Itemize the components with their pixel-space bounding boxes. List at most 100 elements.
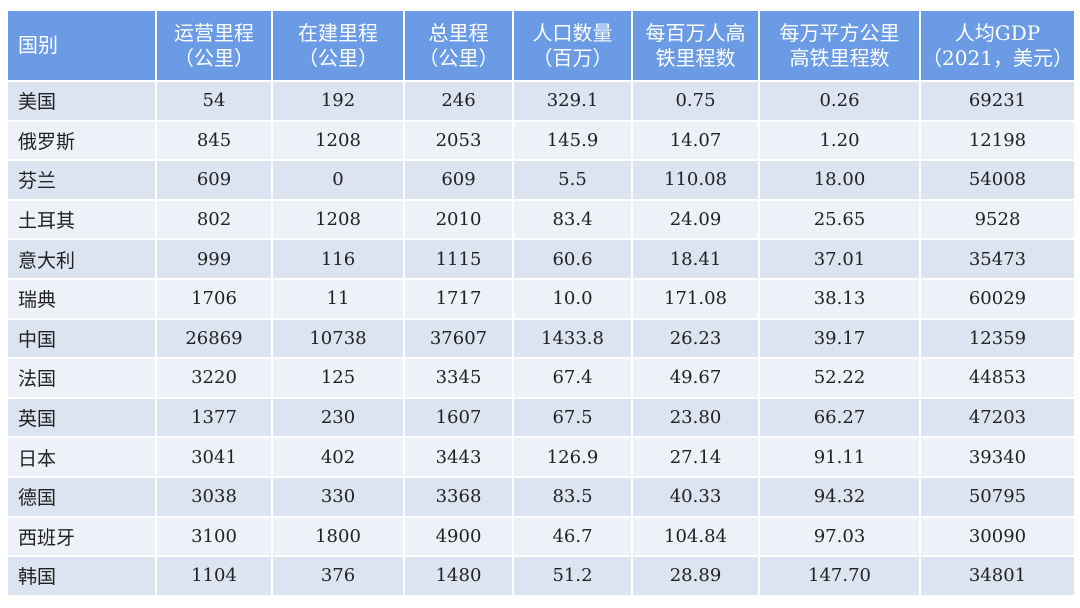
header-label-line: 铁里程数 — [655, 45, 736, 70]
header-label-line: 每百万人高 — [645, 20, 746, 45]
cell-under-construction-mileage: 10738 — [273, 319, 403, 358]
header-label-line: 国别 — [18, 33, 58, 57]
cell-operating-mileage: 3100 — [157, 517, 271, 556]
header-under-construction-mileage: 在建里程 （公里） — [273, 11, 403, 80]
cell-population: 51.2 — [514, 557, 631, 595]
table-row: 英国 1377 230 1607 67.5 23.80 66.27 47203 — [8, 398, 1074, 437]
cell-total-mileage: 2010 — [405, 200, 512, 239]
header-label-line: 高铁里程数 — [789, 45, 890, 70]
cell-gdp-per-capita: 54008 — [921, 161, 1074, 199]
header-label-line: 人均GDP — [954, 20, 1041, 45]
header-row: 国别 运营里程 （公里） 在建里程 （公里） 总里程 （公里） 人口数量 （百万） 每百万人高 铁里… — [8, 11, 1074, 80]
cell-per-10k-sq-km: 18.00 — [760, 161, 919, 199]
cell-operating-mileage: 1377 — [157, 398, 271, 437]
cell-total-mileage: 1480 — [405, 557, 512, 595]
cell-country: 法国 — [8, 359, 155, 397]
cell-gdp-per-capita: 35473 — [921, 240, 1074, 278]
table-row: 美国 54 192 246 329.1 0.75 0.26 69231 — [8, 82, 1074, 120]
header-label-line: 每万平方公里 — [779, 20, 900, 45]
cell-per-million-people: 27.14 — [633, 438, 758, 476]
cell-total-mileage: 1717 — [405, 279, 512, 318]
cell-population: 83.4 — [514, 200, 631, 239]
high-speed-rail-table: 国别 运营里程 （公里） 在建里程 （公里） 总里程 （公里） 人口数量 （百万） 每百万人高 铁里… — [6, 9, 1076, 597]
cell-per-10k-sq-km: 38.13 — [760, 279, 919, 318]
table-row: 法国 3220 125 3345 67.4 49.67 52.22 44853 — [8, 359, 1074, 397]
cell-per-10k-sq-km: 147.70 — [760, 557, 919, 595]
cell-country: 美国 — [8, 82, 155, 120]
cell-gdp-per-capita: 69231 — [921, 82, 1074, 120]
header-per-10k-sq-km: 每万平方公里 高铁里程数 — [760, 11, 919, 80]
cell-population: 126.9 — [514, 438, 631, 476]
table-row: 德国 3038 330 3368 83.5 40.33 94.32 50795 — [8, 477, 1074, 516]
table-row: 中国 26869 10738 37607 1433.8 26.23 39.17 12359 — [8, 319, 1074, 358]
cell-per-10k-sq-km: 39.17 — [760, 319, 919, 358]
header-total-mileage: 总里程 （公里） — [405, 11, 512, 80]
cell-per-million-people: 0.75 — [633, 82, 758, 120]
cell-under-construction-mileage: 0 — [273, 161, 403, 199]
cell-per-million-people: 110.08 — [633, 161, 758, 199]
cell-operating-mileage: 54 — [157, 82, 271, 120]
cell-under-construction-mileage: 1800 — [273, 517, 403, 556]
cell-under-construction-mileage: 11 — [273, 279, 403, 318]
cell-per-10k-sq-km: 25.65 — [760, 200, 919, 239]
table-row: 意大利 999 116 1115 60.6 18.41 37.01 35473 — [8, 240, 1074, 278]
cell-gdp-per-capita: 12359 — [921, 319, 1074, 358]
cell-gdp-per-capita: 9528 — [921, 200, 1074, 239]
cell-per-10k-sq-km: 37.01 — [760, 240, 919, 278]
cell-country: 土耳其 — [8, 200, 155, 239]
table-row: 芬兰 609 0 609 5.5 110.08 18.00 54008 — [8, 161, 1074, 199]
cell-population: 145.9 — [514, 121, 631, 160]
cell-per-10k-sq-km: 1.20 — [760, 121, 919, 160]
cell-gdp-per-capita: 60029 — [921, 279, 1074, 318]
cell-population: 1433.8 — [514, 319, 631, 358]
cell-operating-mileage: 845 — [157, 121, 271, 160]
header-country: 国别 — [8, 11, 155, 80]
cell-total-mileage: 4900 — [405, 517, 512, 556]
cell-gdp-per-capita: 47203 — [921, 398, 1074, 437]
cell-gdp-per-capita: 39340 — [921, 438, 1074, 476]
cell-total-mileage: 3443 — [405, 438, 512, 476]
cell-under-construction-mileage: 116 — [273, 240, 403, 278]
header-label-line: 在建里程 — [298, 20, 378, 45]
header-operating-mileage: 运营里程 （公里） — [157, 11, 271, 80]
cell-per-10k-sq-km: 94.32 — [760, 477, 919, 516]
cell-population: 46.7 — [514, 517, 631, 556]
cell-gdp-per-capita: 12198 — [921, 121, 1074, 160]
cell-country: 德国 — [8, 477, 155, 516]
cell-country: 瑞典 — [8, 279, 155, 318]
cell-total-mileage: 37607 — [405, 319, 512, 358]
cell-under-construction-mileage: 1208 — [273, 200, 403, 239]
table-row: 韩国 1104 376 1480 51.2 28.89 147.70 34801 — [8, 557, 1074, 595]
cell-operating-mileage: 3041 — [157, 438, 271, 476]
cell-country: 俄罗斯 — [8, 121, 155, 160]
header-label-line: 总里程 — [428, 20, 489, 45]
header-population: 人口数量 （百万） — [514, 11, 631, 80]
cell-per-million-people: 171.08 — [633, 279, 758, 318]
cell-per-million-people: 26.23 — [633, 319, 758, 358]
header-label-line: （公里） — [298, 45, 378, 70]
table-row: 日本 3041 402 3443 126.9 27.14 91.11 39340 — [8, 438, 1074, 476]
cell-population: 5.5 — [514, 161, 631, 199]
header-gdp-per-capita: 人均GDP （2021，美元） — [921, 11, 1074, 80]
cell-per-10k-sq-km: 91.11 — [760, 438, 919, 476]
cell-gdp-per-capita: 44853 — [921, 359, 1074, 397]
cell-total-mileage: 3368 — [405, 477, 512, 516]
cell-country: 韩国 — [8, 557, 155, 595]
cell-per-million-people: 14.07 — [633, 121, 758, 160]
cell-under-construction-mileage: 125 — [273, 359, 403, 397]
cell-per-10k-sq-km: 0.26 — [760, 82, 919, 120]
cell-total-mileage: 2053 — [405, 121, 512, 160]
cell-per-million-people: 18.41 — [633, 240, 758, 278]
header-label-line: （2021，美元） — [922, 45, 1073, 70]
cell-operating-mileage: 609 — [157, 161, 271, 199]
cell-operating-mileage: 3220 — [157, 359, 271, 397]
cell-total-mileage: 246 — [405, 82, 512, 120]
cell-country: 日本 — [8, 438, 155, 476]
cell-per-million-people: 104.84 — [633, 517, 758, 556]
cell-under-construction-mileage: 330 — [273, 477, 403, 516]
header-label-line: （公里） — [174, 45, 254, 70]
header-per-million-people: 每百万人高 铁里程数 — [633, 11, 758, 80]
cell-total-mileage: 1115 — [405, 240, 512, 278]
cell-per-million-people: 23.80 — [633, 398, 758, 437]
header-label-line: （公里） — [418, 45, 499, 70]
